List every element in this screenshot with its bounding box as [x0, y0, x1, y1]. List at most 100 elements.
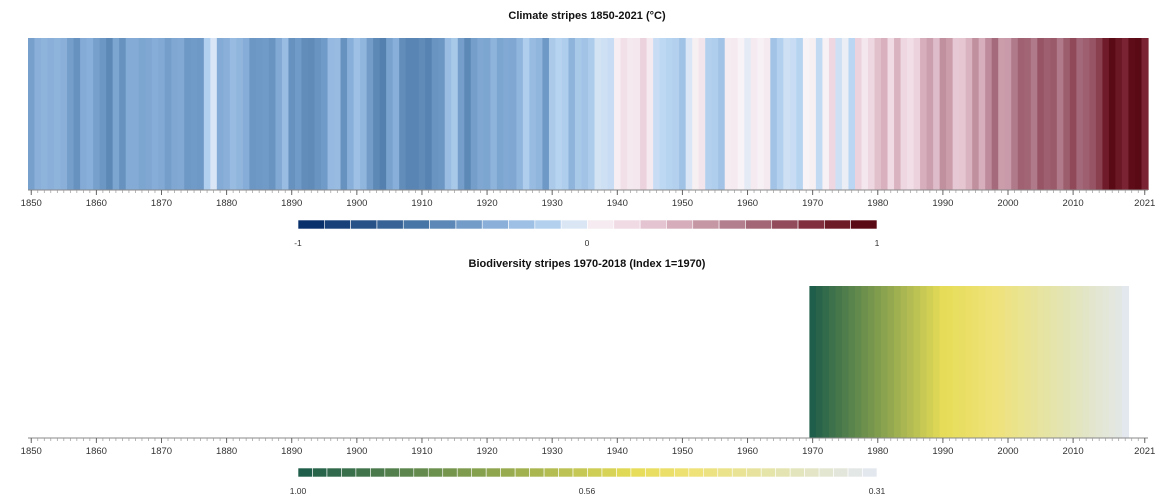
climate-stripe [770, 38, 778, 190]
biodiversity-colorbar-cell [587, 467, 603, 478]
climate-stripe [262, 38, 270, 190]
biodiversity-x-axis: 1850 1860 1870 1880 1890 1900 1910 1920 1930 1940… [21, 437, 1155, 457]
biodiversity-colorbar-cell [717, 467, 733, 478]
climate-stripe [1011, 38, 1019, 190]
climate-stripe [210, 38, 218, 190]
climate-stripe [731, 38, 739, 190]
climate-stripe [86, 38, 94, 190]
climate-stripe [692, 38, 700, 190]
climate-tick-label: 1960 [737, 198, 758, 209]
biodiversity-stripe [828, 286, 837, 438]
biodiversity-stripe [1089, 286, 1097, 438]
climate-stripe [197, 38, 205, 190]
biodiversity-colorbar-max-label: 0.31 [869, 486, 886, 496]
climate-stripe [633, 38, 641, 190]
climate-stripe [1134, 38, 1143, 190]
climate-tick-label: 1950 [672, 198, 693, 209]
biodiversity-colorbar-cell [297, 467, 313, 478]
climate-tick-label: 1990 [932, 198, 953, 209]
climate-stripe [164, 38, 172, 190]
climate-stripe [1102, 38, 1110, 190]
climate-stripe [80, 38, 88, 190]
climate-stripe [588, 38, 596, 190]
climate-colorbar-cell [429, 219, 457, 230]
climate-stripe [28, 38, 36, 190]
biodiversity-colorbar-cell [514, 467, 530, 478]
biodiversity-stripe [946, 286, 954, 438]
climate-stripe [425, 38, 433, 190]
climate-stripe [1108, 38, 1117, 190]
climate-stripe [581, 38, 589, 190]
biodiversity-stripe [887, 286, 895, 438]
climate-stripe [314, 38, 322, 190]
biodiversity-stripe [998, 286, 1006, 438]
climate-colorbar-cell [297, 219, 325, 230]
biodiversity-tick-label: 1870 [151, 446, 172, 457]
climate-stripe [705, 38, 713, 190]
climate-stripe [1115, 38, 1123, 190]
climate-stripe [900, 38, 908, 190]
climate-stripe [542, 38, 550, 190]
climate-stripe [965, 38, 973, 190]
climate-stripe [203, 38, 211, 190]
climate-stripe [288, 38, 296, 190]
biodiversity-stripe [1069, 286, 1077, 438]
biodiversity-stripe [1017, 286, 1025, 438]
biodiversity-colorbar-cell [543, 467, 559, 478]
climate-stripe [1095, 38, 1104, 190]
climate-stripe [1043, 38, 1051, 190]
biodiversity-stripe [861, 286, 869, 438]
biodiversity-stripe [1024, 286, 1032, 438]
biodiversity-tick-label: 1960 [737, 446, 758, 457]
climate-tick-label: 2010 [1063, 198, 1084, 209]
biodiversity-tick-label: 1920 [476, 446, 497, 457]
climate-stripe [809, 38, 817, 190]
biodiversity-colorbar-cell [442, 467, 458, 478]
climate-stripe [54, 38, 62, 190]
climate-stripe [308, 38, 316, 190]
biodiversity-colorbar-cell [413, 467, 429, 478]
biodiversity-stripe [952, 286, 960, 438]
climate-stripe [1063, 38, 1071, 190]
biodiversity-stripe [809, 286, 817, 438]
climate-stripe [653, 38, 661, 190]
climate-stripe [229, 38, 237, 190]
climate-stripe [620, 38, 628, 190]
climate-stripe [392, 38, 400, 190]
climate-stripe [119, 38, 127, 190]
climate-tick-label: 1980 [867, 198, 888, 209]
biodiversity-stripe [913, 286, 921, 438]
climate-stripe [679, 38, 687, 190]
climate-colorbar-cell [508, 219, 536, 230]
climate-stripe [418, 38, 426, 190]
climate-stripe [926, 38, 934, 190]
climate-stripe [1141, 38, 1149, 190]
climate-stripe [985, 38, 993, 190]
climate-stripe [386, 38, 394, 190]
climate-stripe [112, 38, 120, 190]
climate-stripe [854, 38, 863, 190]
climate-stripe [614, 38, 622, 190]
climate-stripe [1030, 38, 1038, 190]
climate-stripe [763, 38, 771, 190]
climate-colorbar-cell [797, 219, 825, 230]
climate-stripe [353, 38, 361, 190]
biodiversity-tick-label: 2010 [1063, 446, 1084, 457]
climate-stripe [933, 38, 941, 190]
biodiversity-stripe [939, 286, 947, 438]
biodiversity-colorbar-cell [862, 467, 878, 478]
climate-stripe [249, 38, 257, 190]
biodiversity-stripe [868, 286, 876, 438]
climate-stripe [659, 38, 667, 190]
climate-stripe [959, 38, 967, 190]
climate-stripe [373, 38, 381, 190]
climate-stripe [509, 38, 517, 190]
climate-stripe [789, 38, 797, 190]
climate-stripe [379, 38, 387, 190]
biodiversity-stripe [822, 286, 830, 438]
biodiversity-colorbar-cell [688, 467, 704, 478]
climate-stripe [464, 38, 472, 190]
biodiversity-tick-label: 2000 [997, 446, 1018, 457]
climate-stripe [1056, 38, 1064, 190]
climate-stripe [972, 38, 980, 190]
